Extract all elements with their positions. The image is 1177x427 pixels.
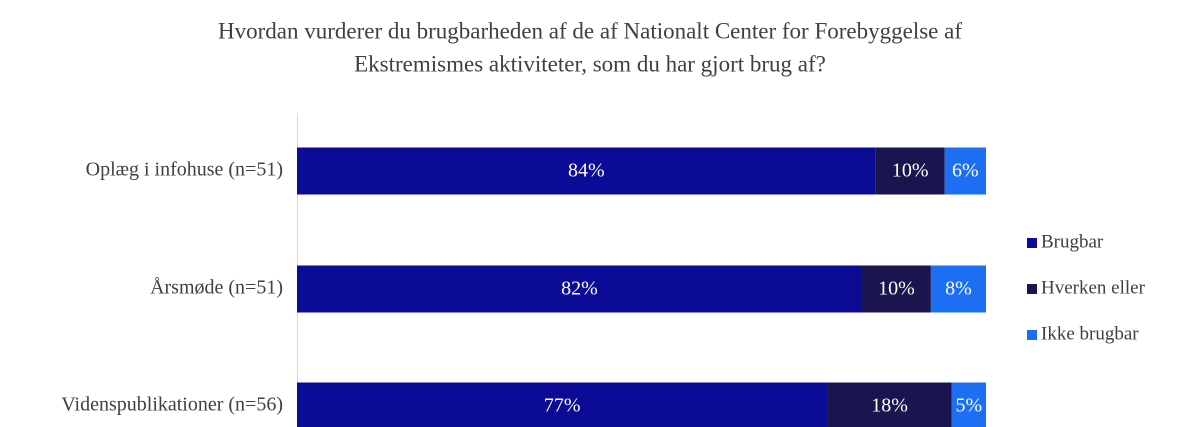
- data-label: 6%: [952, 160, 979, 182]
- bar-segment: [930, 265, 986, 313]
- bar-segment: [297, 265, 862, 313]
- bar-segment: [875, 147, 945, 195]
- legend-label: Brugbar: [1041, 231, 1104, 252]
- bar-segment: [827, 382, 952, 427]
- data-label: 18%: [871, 395, 908, 417]
- bar-segment: [861, 265, 931, 313]
- bar-segment: [951, 382, 986, 427]
- legend-swatch: [1027, 238, 1037, 248]
- legend-label: Ikke brugbar: [1041, 323, 1139, 344]
- y-tick-label: Videnspublikationer (n=56): [61, 394, 283, 416]
- data-label: 77%: [544, 395, 581, 417]
- y-tick-label: Årsmøde (n=51): [150, 277, 283, 299]
- y-tick-label: Oplæg i infohuse (n=51): [86, 159, 283, 181]
- bar-segment: [297, 147, 876, 195]
- data-label: 10%: [892, 160, 929, 182]
- data-label: 10%: [878, 278, 915, 300]
- data-label: 84%: [568, 160, 605, 182]
- bar-segment: [297, 382, 828, 427]
- chart-title: Hvordan vurderer du brugbarheden af de a…: [218, 18, 962, 43]
- data-label: 82%: [561, 278, 598, 300]
- data-label: 8%: [945, 278, 972, 300]
- legend-swatch: [1027, 284, 1037, 294]
- legend-label: Hverken eller: [1041, 277, 1146, 298]
- bar-segment: [944, 147, 986, 195]
- legend-swatch: [1027, 330, 1037, 340]
- chart-title: Ekstremismes aktiviteter, som du har gjo…: [354, 51, 826, 76]
- data-label: 5%: [955, 395, 982, 417]
